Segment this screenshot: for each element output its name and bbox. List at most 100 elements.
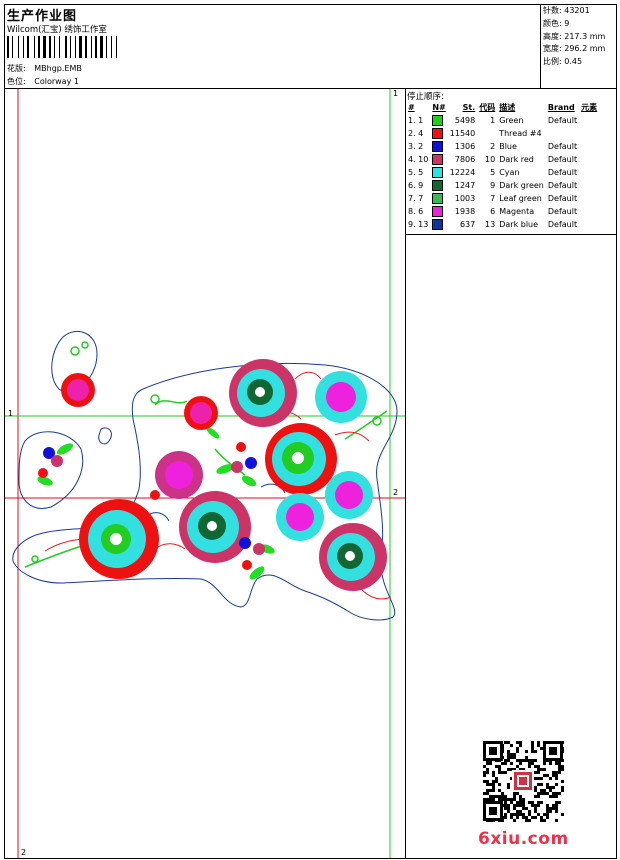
panel-section-divider [405,234,617,235]
row-index: 1. 1 [408,116,424,125]
colorway-value: Colorway 1 [34,77,79,86]
qr-code [483,741,564,822]
row-desc: Cyan [499,168,520,177]
stat-scale: 比例: 0.45 [543,57,583,67]
row-desc: Blue [499,142,517,151]
row-stitches: 1003 [454,194,476,203]
row-brand [546,127,579,140]
row-brand: Default [547,220,578,229]
row-desc: Dark blue [499,220,539,229]
row-code: 1 [490,116,496,125]
page-frame [4,4,617,859]
row-brand: Default [547,142,578,151]
guide-label-v2: 2 [21,848,27,857]
row-stitches: 637 [459,220,476,229]
row-brand: Default [547,181,578,190]
embroidery-preview [5,89,405,858]
panel-divider [405,89,406,859]
colorway-row: 色位: Colorway 1 [7,76,79,87]
flower-lower-left [79,499,159,579]
row-stitches: 1247 [454,181,476,190]
studio-name: Wilcom(汇宝) 绣饰工作室 [7,25,107,35]
row-brand: Default [547,155,578,164]
flower-starburst-right [325,471,373,519]
row-desc: Magenta [499,207,535,216]
row-swatch [430,192,447,205]
col-st: St. [462,103,476,112]
outline-small-left [18,431,84,509]
row-index: 3. 2 [408,142,424,151]
row-code [477,127,497,140]
flower-magenta-textured [155,451,203,499]
design-label: 花版: [7,64,26,73]
flower-starburst-top-right [315,371,367,423]
design-value: MBhgp.EMB [34,64,82,73]
table-row: 9. 13 637 13 Dark blue Default [406,218,599,231]
guide-label-h1: 1 [8,409,14,418]
color-swatch [432,206,444,217]
row-swatch [430,140,447,153]
row-code: 9 [490,181,496,190]
colorway-label: 色位: [7,77,26,86]
guide-label-v1: 1 [393,89,399,98]
color-swatch [432,180,444,191]
row-index: 5. 5 [408,168,424,177]
stop-sequence-title: 停止顺序: [407,92,444,102]
col-code: 代码 [479,103,496,112]
row-brand: Default [547,194,578,203]
table-row: 4. 10 7806 10 Dark red Default [406,153,599,166]
design-stats: 针数: 43201 颜色: 9 高度: 217.3 mm 宽度: 296.2 m… [543,5,605,69]
color-swatch [432,141,444,152]
table-row: 5. 5 12224 5 Cyan Default [406,166,599,179]
row-stitches: 1306 [454,142,476,151]
table-row: 1. 1 5498 1 Green Default [406,114,599,127]
color-swatch [432,128,444,139]
buds [38,442,265,570]
flower-center-right [265,423,337,495]
stat-height: 高度: 217.3 mm [543,31,606,41]
col-brand: Brand [547,103,575,112]
row-brand: Default [547,168,578,177]
row-swatch [430,153,447,166]
row-desc: Leaf green [499,194,542,203]
table-row: 2. 4 11540 Thread #4 [406,127,599,140]
barcode [7,36,137,58]
flower-small-top [61,373,95,407]
table-row: 3. 2 1306 2 Blue Default [406,140,599,153]
row-index: 6. 9 [408,181,424,190]
row-desc: Green [499,116,524,125]
row-code: 13 [485,220,496,229]
row-desc: Thread #4 [499,129,542,138]
row-index: 4. 10 [408,155,429,164]
site-watermark: 6xiu.com [478,829,569,849]
outline-curl [98,427,112,445]
row-stitches: 11540 [449,129,476,138]
row-desc: Dark red [499,155,534,164]
flower-small-center [184,396,218,430]
row-code: 2 [490,142,496,151]
color-swatch [432,193,444,204]
col-desc: 描述 [499,103,516,112]
row-swatch [430,166,447,179]
row-swatch [430,114,447,127]
row-index: 9. 13 [408,220,429,229]
guide-label-h2: 2 [393,488,399,497]
stat-colors: 颜色: 9 [543,18,570,28]
row-stitches: 1938 [454,207,476,216]
row-swatch [430,218,447,231]
row-swatch [430,205,447,218]
col-num: # [408,103,415,112]
flower-lower-center [179,491,251,563]
row-stitches: 5498 [454,116,476,125]
row-stitches: 7806 [454,155,476,164]
flower-lower-right [319,523,387,591]
header-divider [4,88,617,89]
row-index: 2. 4 [408,129,424,138]
row-index: 7. 7 [408,194,424,203]
header-stats-divider [540,4,541,89]
flower-starburst-center [276,493,324,541]
row-brand: Default [547,207,578,216]
color-swatch [432,115,444,126]
color-swatch [432,154,444,165]
table-row: 6. 9 1247 9 Dark green Default [406,179,599,192]
